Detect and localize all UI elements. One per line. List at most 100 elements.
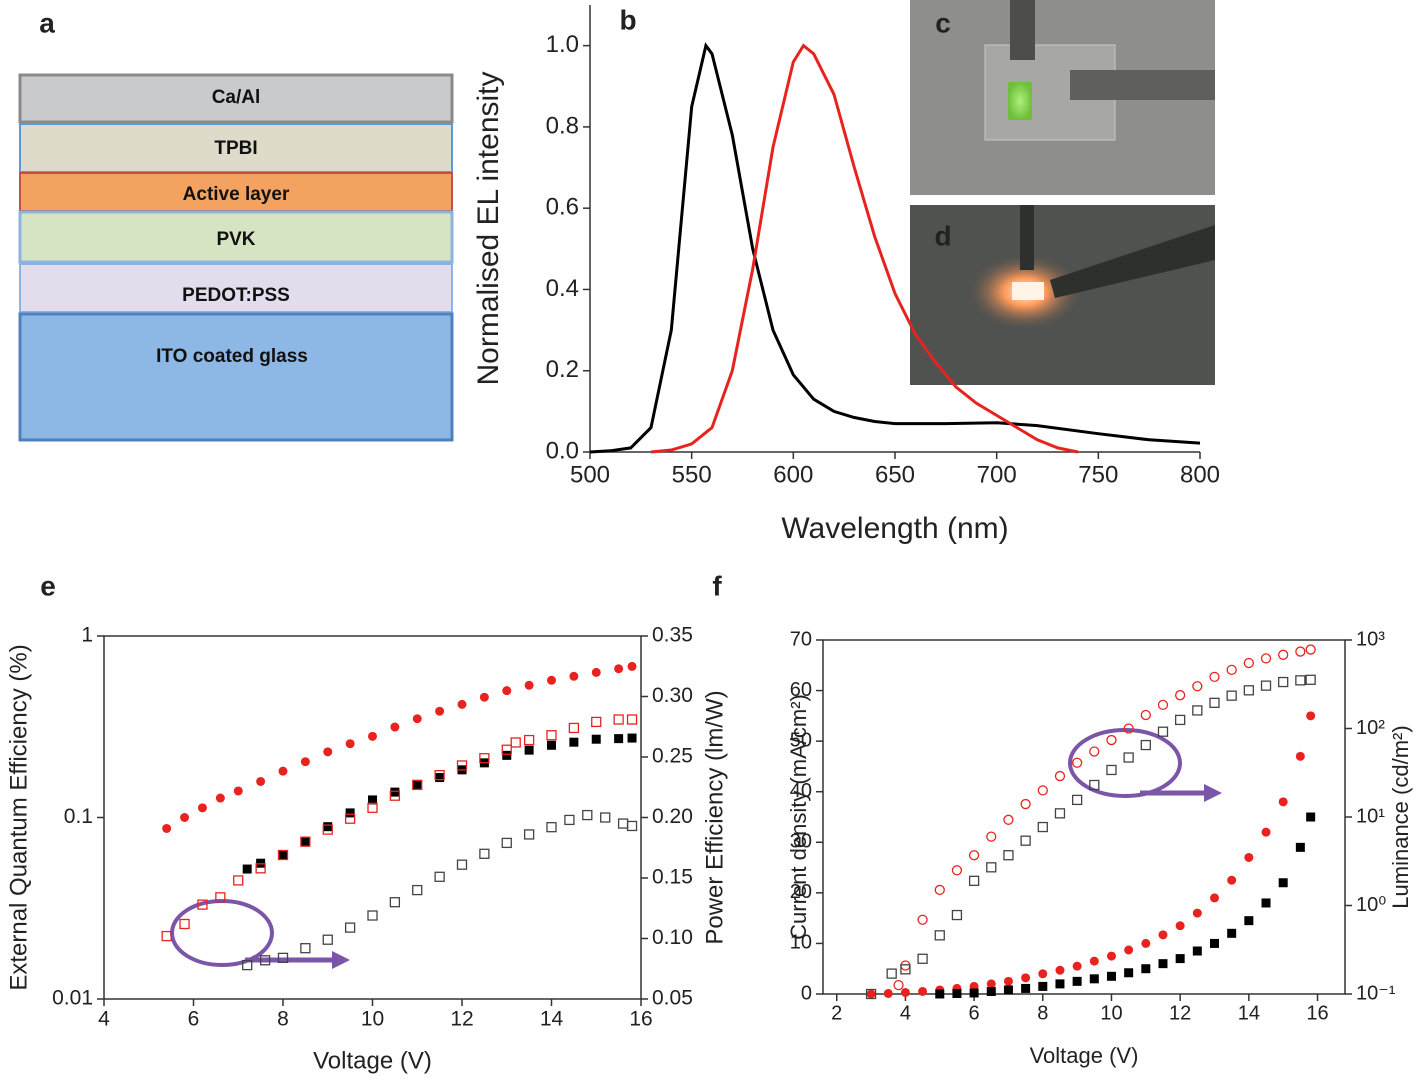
marker bbox=[1055, 979, 1065, 989]
marker bbox=[1243, 685, 1254, 696]
marker bbox=[277, 849, 289, 861]
x-tick-label: 12 bbox=[450, 1008, 473, 1031]
marker bbox=[591, 734, 601, 744]
marker bbox=[1243, 657, 1254, 669]
marker bbox=[968, 850, 980, 861]
marker bbox=[300, 836, 311, 847]
y-tick-label: 0.1 bbox=[64, 805, 93, 828]
marker bbox=[323, 747, 333, 757]
marker bbox=[1158, 959, 1168, 969]
marker bbox=[1157, 699, 1169, 711]
layer-label: ITO coated glass bbox=[156, 346, 308, 367]
marker bbox=[180, 813, 190, 822]
marker bbox=[1192, 705, 1203, 716]
y-axis-label: External Quantum Efficiency (%) bbox=[5, 644, 32, 990]
y-tick-label: 10 bbox=[790, 932, 812, 954]
marker bbox=[1072, 961, 1082, 971]
x-tick-label: 500 bbox=[570, 461, 610, 488]
y-tick-label: 0.01 bbox=[52, 987, 93, 1010]
marker bbox=[242, 959, 253, 971]
x-tick-label: 10 bbox=[1100, 1002, 1122, 1024]
marker bbox=[865, 988, 877, 1000]
y2-axis-label: Power Efficiency (lm/W) bbox=[701, 690, 728, 944]
marker bbox=[569, 671, 579, 681]
marker bbox=[367, 910, 378, 921]
marker bbox=[1123, 723, 1134, 734]
y2-tick-label: 0.25 bbox=[652, 745, 693, 768]
marker bbox=[986, 831, 997, 842]
y2-tick-label: 10¹ bbox=[1356, 805, 1385, 827]
marker bbox=[278, 766, 288, 776]
y-tick-label: 50 bbox=[790, 729, 812, 751]
marker bbox=[215, 793, 225, 803]
marker bbox=[935, 989, 945, 999]
marker bbox=[1089, 746, 1100, 757]
marker bbox=[934, 884, 945, 896]
panel-label: d bbox=[934, 220, 951, 251]
photo: d bbox=[910, 205, 1215, 385]
marker bbox=[569, 737, 579, 747]
marker bbox=[1278, 797, 1288, 807]
marker bbox=[255, 863, 266, 874]
marker bbox=[1003, 814, 1014, 825]
y-tick-label: 1.0 bbox=[546, 31, 579, 58]
layer bbox=[18, 312, 454, 442]
marker bbox=[367, 802, 378, 813]
marker bbox=[968, 875, 980, 886]
marker bbox=[456, 760, 468, 771]
marker bbox=[162, 823, 172, 833]
y-tick-label: 60 bbox=[790, 679, 812, 701]
marker bbox=[197, 899, 208, 910]
x-axis-label: Wavelength (nm) bbox=[781, 512, 1008, 545]
marker bbox=[1140, 739, 1151, 751]
marker bbox=[1306, 711, 1316, 721]
marker bbox=[434, 770, 445, 781]
marker bbox=[1124, 945, 1134, 955]
marker bbox=[1037, 821, 1048, 833]
x-tick-label: 750 bbox=[1078, 461, 1118, 488]
probe bbox=[1050, 225, 1215, 298]
y2-tick-label: 0.20 bbox=[652, 805, 693, 828]
marker bbox=[1227, 875, 1237, 885]
x-tick-label: 16 bbox=[629, 1008, 652, 1031]
y-tick-label: 1 bbox=[81, 624, 93, 647]
marker bbox=[614, 734, 624, 744]
marker bbox=[161, 930, 172, 942]
marker bbox=[1038, 981, 1048, 991]
marker bbox=[900, 964, 911, 975]
y2-tick-label: 10³ bbox=[1356, 628, 1385, 650]
marker bbox=[344, 813, 356, 824]
marker bbox=[1175, 714, 1186, 726]
panel-label: e bbox=[40, 570, 56, 601]
marker bbox=[233, 786, 243, 796]
marker bbox=[1175, 690, 1186, 701]
marker bbox=[1054, 808, 1066, 819]
marker bbox=[1106, 734, 1117, 746]
annotation-ellipse bbox=[170, 899, 274, 967]
panel-label: f bbox=[712, 570, 722, 601]
marker bbox=[300, 943, 311, 954]
marker bbox=[1305, 644, 1316, 655]
device-stack: a Ca/Al TPBI Active layer PVK PEDOT:PSS … bbox=[18, 7, 454, 442]
marker bbox=[866, 989, 876, 999]
marker bbox=[1141, 964, 1151, 974]
y-tick-label: 0.4 bbox=[546, 275, 579, 302]
marker bbox=[1123, 752, 1134, 763]
y-tick-label: 0.8 bbox=[546, 112, 579, 139]
marker bbox=[435, 773, 445, 783]
marker bbox=[1210, 893, 1219, 903]
layer-label: PVK bbox=[216, 229, 255, 250]
marker bbox=[546, 730, 557, 741]
marker bbox=[1003, 850, 1014, 861]
y-tick-label: 0.0 bbox=[546, 437, 579, 464]
x-tick-label: 14 bbox=[540, 1008, 564, 1031]
lit-pixel bbox=[1008, 82, 1032, 120]
marker bbox=[1089, 974, 1099, 984]
marker bbox=[1106, 951, 1116, 961]
marker bbox=[1295, 646, 1306, 657]
y2-tick-label: 0.15 bbox=[652, 866, 693, 889]
marker bbox=[278, 850, 288, 860]
marker bbox=[1260, 680, 1272, 691]
marker bbox=[1071, 794, 1083, 806]
marker bbox=[568, 722, 580, 734]
